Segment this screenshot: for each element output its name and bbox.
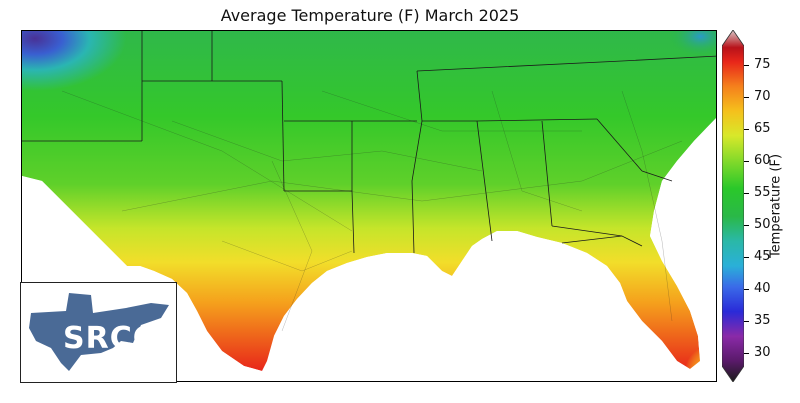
colorbar-tick-mark — [744, 225, 749, 227]
map-title: Average Temperature (F) March 2025 — [220, 6, 520, 25]
temperature-map — [21, 30, 717, 382]
state-boundaries — [22, 31, 716, 254]
colorbar-tick-label: 70 — [754, 89, 771, 105]
colorbar-tick-label: 40 — [754, 281, 771, 297]
colorbar-tick-mark — [744, 257, 749, 259]
colorbar-tick-mark — [744, 321, 749, 323]
colorbar-tick-mark — [744, 129, 749, 131]
colorbar-tick-mark — [744, 193, 749, 195]
colorbar-tick-mark — [744, 289, 749, 291]
colorbar-tick-label: 75 — [754, 57, 771, 73]
srcc-logo: SRCC — [20, 282, 177, 383]
colorbar-tick-label: 35 — [754, 313, 771, 329]
colorbar-tick-label: 65 — [754, 121, 771, 137]
colorbar-tick-label: 55 — [754, 185, 771, 201]
colorbar-tick-mark — [744, 97, 749, 99]
logo-text: SRCC — [63, 321, 156, 356]
colorbar-tick-label: 50 — [754, 217, 771, 233]
colorbar-label: Temperature (F) — [768, 153, 784, 259]
colorbar-tick-label: 60 — [754, 153, 771, 169]
colorbar-tick-label: 45 — [754, 249, 771, 265]
gulf-of-mexico — [274, 231, 716, 381]
colorbar-tick-mark — [744, 161, 749, 163]
map-canvas — [22, 31, 716, 381]
colorbar-tick-mark — [744, 65, 749, 67]
colorbar — [722, 30, 744, 382]
logo-map-icon — [29, 293, 169, 371]
colorbar-tick-label: 30 — [754, 345, 771, 361]
colorbar-tick-mark — [744, 353, 749, 355]
roads — [61, 90, 683, 332]
